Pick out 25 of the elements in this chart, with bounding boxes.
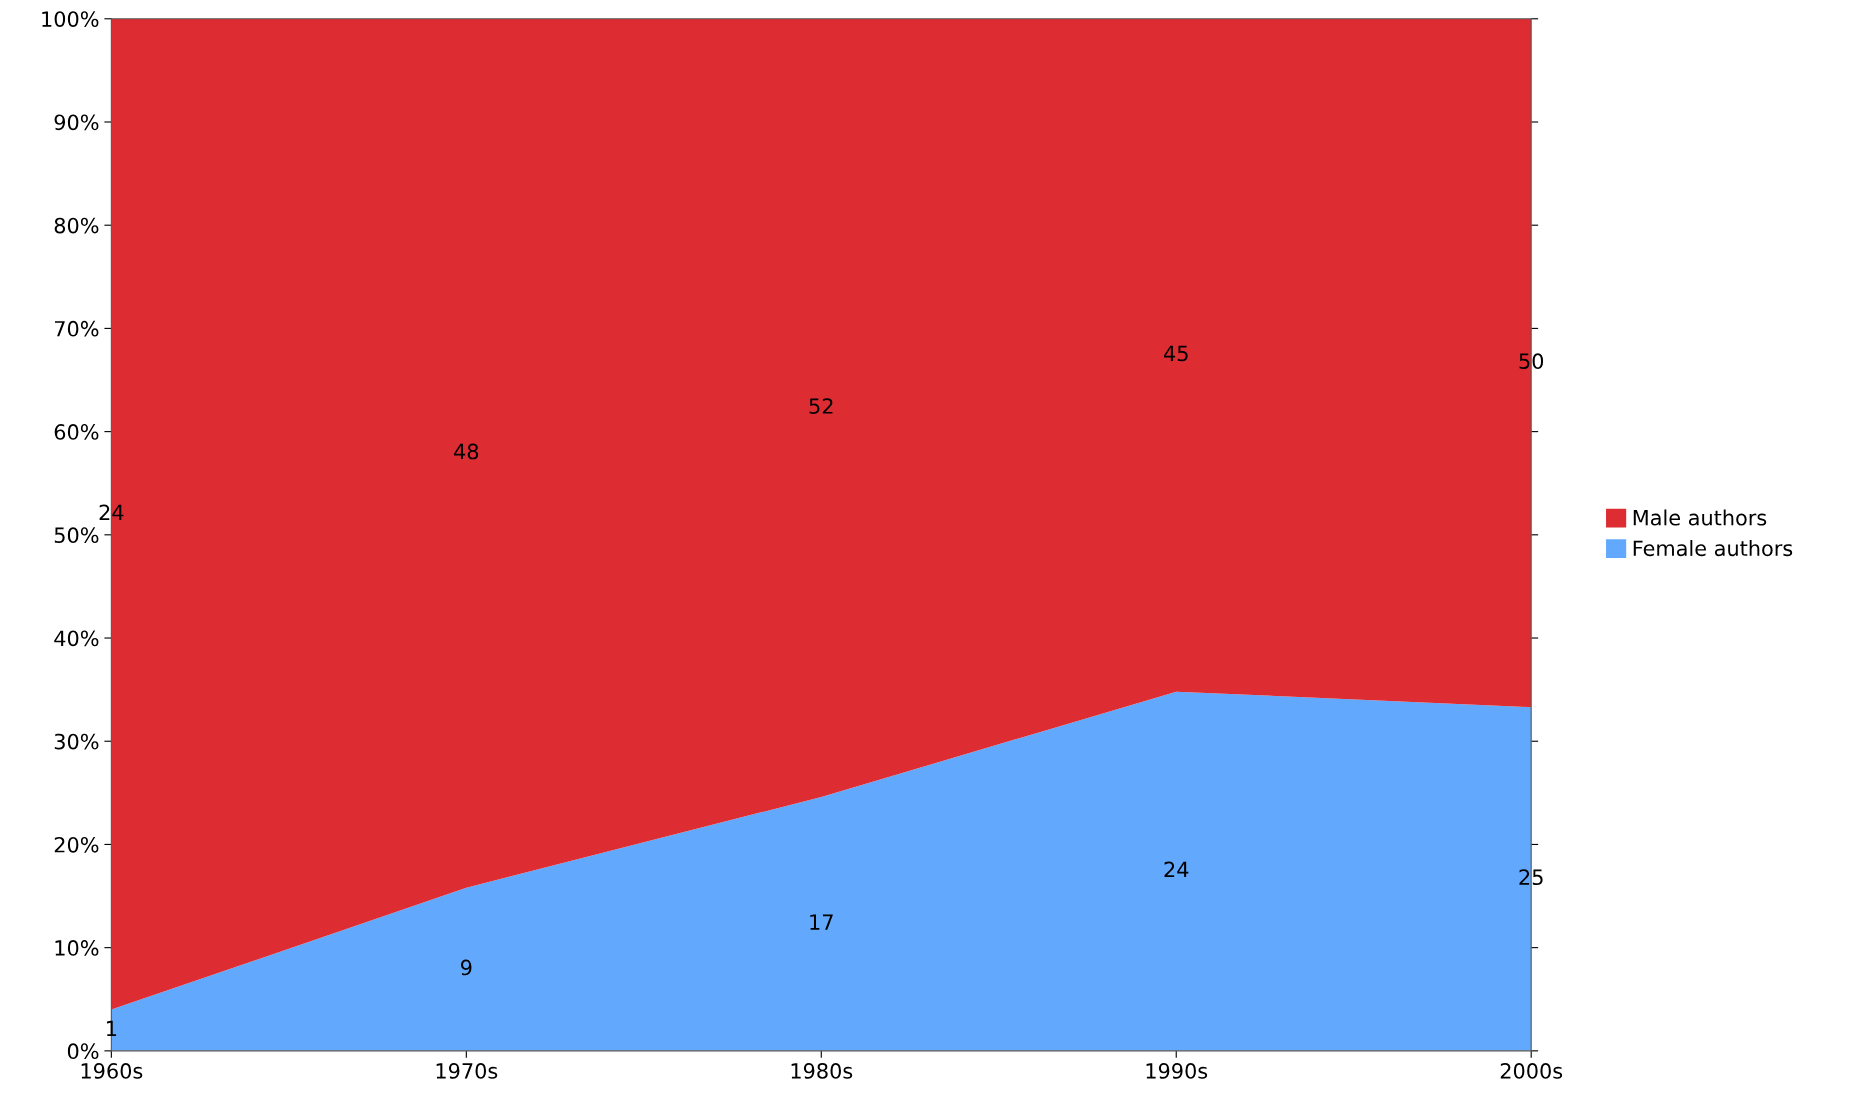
x-tick-label: 1980s xyxy=(791,1063,853,1079)
x-tick-label: 2000s xyxy=(1500,1063,1563,1079)
annotation: 9 xyxy=(461,959,472,976)
annotation: 17 xyxy=(810,914,833,930)
x-tick-label: 1990s xyxy=(1146,1063,1208,1079)
legend-label: Male authors xyxy=(1633,509,1767,526)
y-tick-label: 60% xyxy=(54,424,99,440)
y-tick-label: 50% xyxy=(54,527,99,544)
y-tick-label: 100% xyxy=(42,11,99,27)
y-tick-label: 40% xyxy=(54,630,99,647)
annotation: 24 xyxy=(1164,861,1189,878)
y-tick-label: 30% xyxy=(54,733,99,750)
y-tick-label: 80% xyxy=(54,217,99,234)
annotation: 24 xyxy=(99,504,124,520)
y-tick-label: 90% xyxy=(54,114,99,131)
annotation: 52 xyxy=(809,398,833,414)
legend-label: Female authors xyxy=(1633,540,1793,557)
y-tick-label: 0% xyxy=(67,1043,99,1060)
y-tick-label: 10% xyxy=(55,940,99,956)
y-tick-label: 70% xyxy=(54,320,99,337)
annotation: 48 xyxy=(454,443,479,460)
x-tick-label: 1960s xyxy=(81,1063,143,1079)
x-tick-label: 1970s xyxy=(436,1063,498,1079)
y-tick-label: 20% xyxy=(54,836,99,853)
annotation: 45 xyxy=(1164,345,1188,362)
